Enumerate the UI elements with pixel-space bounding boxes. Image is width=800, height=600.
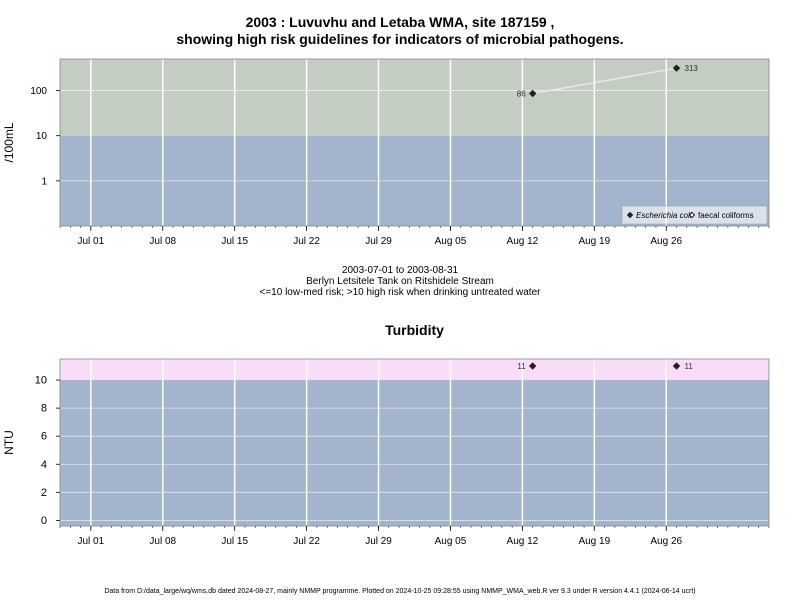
p1-x-tick-label: Jul 22 bbox=[293, 536, 320, 547]
p0-legend-marker bbox=[688, 211, 696, 219]
p0-x-tick-label: Jul 22 bbox=[293, 236, 320, 247]
p0-x-tick-label: Jul 01 bbox=[77, 236, 104, 247]
p1-data-label: 11 bbox=[517, 362, 526, 371]
p1-plot-frame bbox=[59, 358, 770, 527]
p1-x-tick-label: Jul 01 bbox=[77, 536, 104, 547]
p1-y-tick-label: 4 bbox=[41, 459, 47, 471]
p0-x-tick-label: Aug 19 bbox=[578, 236, 610, 247]
p0-high-risk-zone bbox=[60, 59, 769, 136]
p1-data-point bbox=[672, 362, 681, 370]
p0-legend-label: faecal coliforms bbox=[698, 211, 754, 220]
p1-x-tick-label: Aug 12 bbox=[507, 536, 539, 547]
p1-x-tick-label: Jul 15 bbox=[221, 536, 248, 547]
p1-panel-title: Turbidity bbox=[385, 322, 444, 338]
p1-y-tick-label: 0 bbox=[41, 515, 47, 527]
p1-x-tick-label: Aug 19 bbox=[578, 536, 610, 547]
p1-data-label: 11 bbox=[685, 362, 694, 371]
p1-y-tick-label: 6 bbox=[41, 431, 47, 443]
chart-title-line2: showing high risk guidelines for indicat… bbox=[176, 31, 624, 47]
p0-data-label: 313 bbox=[685, 64, 699, 73]
p0-data-point bbox=[528, 89, 537, 98]
p0-x-tick-label: Aug 26 bbox=[650, 236, 682, 247]
p0-plot-frame bbox=[59, 58, 770, 227]
p0-y-tick-label: 10 bbox=[36, 131, 48, 142]
p1-high-risk-zone bbox=[60, 359, 769, 381]
p0-y-tick-label: 100 bbox=[30, 86, 47, 97]
footer-text: Data from D:/data_large/wq/wms.db dated … bbox=[104, 588, 696, 595]
p0-series-line bbox=[532, 67, 677, 95]
p1-x-tick-label: Aug 26 bbox=[650, 536, 682, 547]
site-name-text: Berlyn Letsitele Tank on Ritshidele Stre… bbox=[306, 276, 494, 287]
p0-y-axis-label: /100mL bbox=[2, 122, 16, 162]
date-range-text: 2003-07-01 to 2003-08-31 bbox=[341, 265, 459, 276]
p0-legend-marker bbox=[626, 211, 634, 219]
p0-x-tick-label: Jul 29 bbox=[365, 236, 392, 247]
p1-x-tick-label: Aug 05 bbox=[435, 536, 467, 547]
risk-guideline-text: <=10 low-med risk; >10 high risk when dr… bbox=[259, 287, 541, 298]
p0-data-label: 86 bbox=[517, 90, 526, 99]
p0-y-tick-label: 1 bbox=[41, 176, 47, 187]
chart-title-line1: 2003 : Luvuvhu and Letaba WMA, site 1871… bbox=[245, 14, 555, 30]
p0-data-point bbox=[672, 64, 681, 72]
p0-legend-label: Escherichia coli bbox=[636, 211, 692, 220]
p0-x-tick-label: Jul 08 bbox=[149, 236, 176, 247]
p0-x-tick-label: Jul 15 bbox=[221, 236, 248, 247]
p1-data-point bbox=[528, 362, 537, 370]
p1-y-tick-label: 8 bbox=[41, 403, 47, 415]
p1-x-tick-label: Jul 08 bbox=[149, 536, 176, 547]
p1-low-risk-zone bbox=[60, 380, 769, 526]
p1-y-tick-label: 10 bbox=[35, 375, 47, 387]
p0-x-tick-label: Aug 12 bbox=[507, 236, 539, 247]
p0-x-tick-label: Aug 05 bbox=[435, 236, 467, 247]
p1-y-tick-label: 2 bbox=[41, 487, 47, 499]
p1-y-axis-label: NTU bbox=[2, 430, 16, 455]
p1-x-tick-label: Jul 29 bbox=[365, 536, 392, 547]
